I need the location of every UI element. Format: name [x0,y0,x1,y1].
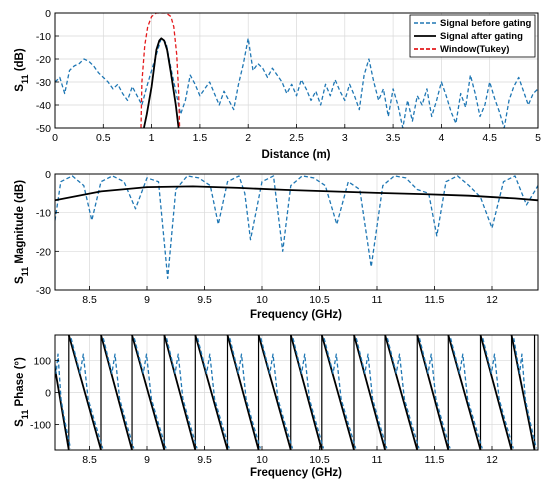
series-lines [55,13,538,128]
phase-after-gating-segment [55,363,70,450]
phase-after-gating-segment [257,335,292,450]
phase-after-gating-segment [353,335,386,450]
tick-labels: 0 0.5 1 1.5 2 2.5 3 3.5 4 4.5 5 0 -10 -20 -30 -40 -50 [36,8,541,144]
x-tick-label: 0.5 [96,132,111,144]
phase-after-gating-segment [289,335,323,450]
x-tick-label: 11.5 [425,454,445,466]
x-tick-label: 2.5 [289,132,304,144]
phase-before-gating-segment [449,338,483,449]
phase-after-gating-segment [320,335,355,450]
legend: Signal before gating Signal after gating… [409,14,536,58]
y-tick-label: -10 [36,31,51,43]
x-tick-label: 3.5 [386,132,401,144]
phase-before-gating-segment [133,338,167,449]
phase-after-gating-segment [384,335,419,450]
x-tick-label: 4 [438,132,444,144]
x-tick-label: 9 [144,454,150,466]
panel-distance: 0 0.5 1 1.5 2 2.5 3 3.5 4 4.5 5 0 -10 -20 -30 -40 -50 Di… [14,8,541,161]
x-tick-label: 10 [256,454,268,466]
signal-before-gating-line [55,37,538,128]
axes-box [54,173,539,291]
x-tick-label: 10.5 [309,294,330,306]
phase-after-gating-segment [479,335,513,450]
phase-after-gating-segment [447,335,482,450]
signal-after-gating-line [143,37,180,128]
phase-after-gating-segment [163,335,197,450]
series-lines [55,175,538,280]
x-tick-label: 9.5 [197,294,212,306]
signal-before-gating-line [55,175,538,280]
x-tick-label: 10 [256,294,268,306]
x-tick-label: 10.5 [309,454,330,466]
phase-after-gating-segment [100,335,133,450]
y-tick-label: -20 [36,246,51,258]
phase-before-gating-segment [513,338,537,449]
panel-magnitude: 8.5 9 9.5 10 10.5 11 11.5 12 0 -10 -20 -30 Frequenc… [14,169,539,321]
x-tick-label: 12 [486,454,498,466]
phase-after-gating-segment [510,335,536,450]
phase-before-gating-segment [260,338,294,449]
window-tukey-line [140,13,181,128]
y-axis-label: S11 (dB) [14,48,30,92]
y-tick-label: 0 [45,388,51,400]
x-tick-label: 1.5 [193,132,208,144]
x-axis-label: Frequency (GHz) [250,467,342,479]
x-tick-label: 8.5 [82,454,97,466]
y-tick-label: 0 [45,169,51,181]
x-axis-label: Frequency (GHz) [250,309,342,321]
x-tick-label: 11.5 [425,294,445,306]
y-tick-label: -20 [36,54,51,66]
y-tick-label: -100 [30,419,51,431]
tick-labels: 8.5 9 9.5 10 10.5 11 11.5 12 0 -10 -20 -30 [36,169,498,306]
legend-label-window: Window(Tukey) [440,44,509,55]
y-axis-label: S11 Magnitude (dB) [14,180,30,284]
signal-after-gating-line [55,185,538,202]
x-tick-label: 9.5 [197,454,212,466]
legend-label-after: Signal after gating [440,31,523,42]
legend-label-before: Signal before gating [440,18,532,29]
phase-before-gating-segment [196,338,230,449]
phase-after-gating-segment [226,335,260,450]
phase-before-gating-segment [386,338,420,449]
y-tick-label: -50 [36,123,51,135]
x-tick-label: 11 [372,294,383,306]
phase-before-gating-segment [70,338,104,449]
y-tick-label: 0 [45,8,51,20]
phase-after-gating-segment [67,335,102,450]
x-tick-label: 2 [245,132,251,144]
plot-area [55,174,538,290]
y-tick-label: -40 [36,100,51,112]
phase-after-gating-segment [416,335,450,450]
y-tick-label: 100 [33,356,51,368]
x-tick-label: 11 [372,454,383,466]
phase-after-gating-segment [194,335,229,450]
x-tick-label: 12 [486,294,498,306]
x-tick-label: 3 [342,132,348,144]
panel-phase: 8.5 9 9.5 10 10.5 11 11.5 12 100 0 -100 Frequency … [14,334,539,479]
series-lines [55,335,537,450]
x-tick-label: 8.5 [82,294,97,306]
y-tick-label: -10 [36,208,51,220]
x-tick-label: 5 [535,132,541,144]
x-tick-label: 0 [52,132,58,144]
phase-before-gating-segment [323,338,357,449]
y-tick-label: -30 [36,77,51,89]
x-tick-label: 9 [144,294,150,306]
y-tick-label: -30 [36,285,51,297]
phase-after-gating-segment [131,335,166,450]
y-axis-label: S11 Phase (°) [14,357,30,427]
tick-labels: 8.5 9 9.5 10 10.5 11 11.5 12 100 0 -100 [30,356,498,466]
x-tick-label: 4.5 [482,132,497,144]
x-axis-label: Distance (m) [261,149,330,161]
x-tick-label: 1 [149,132,155,144]
